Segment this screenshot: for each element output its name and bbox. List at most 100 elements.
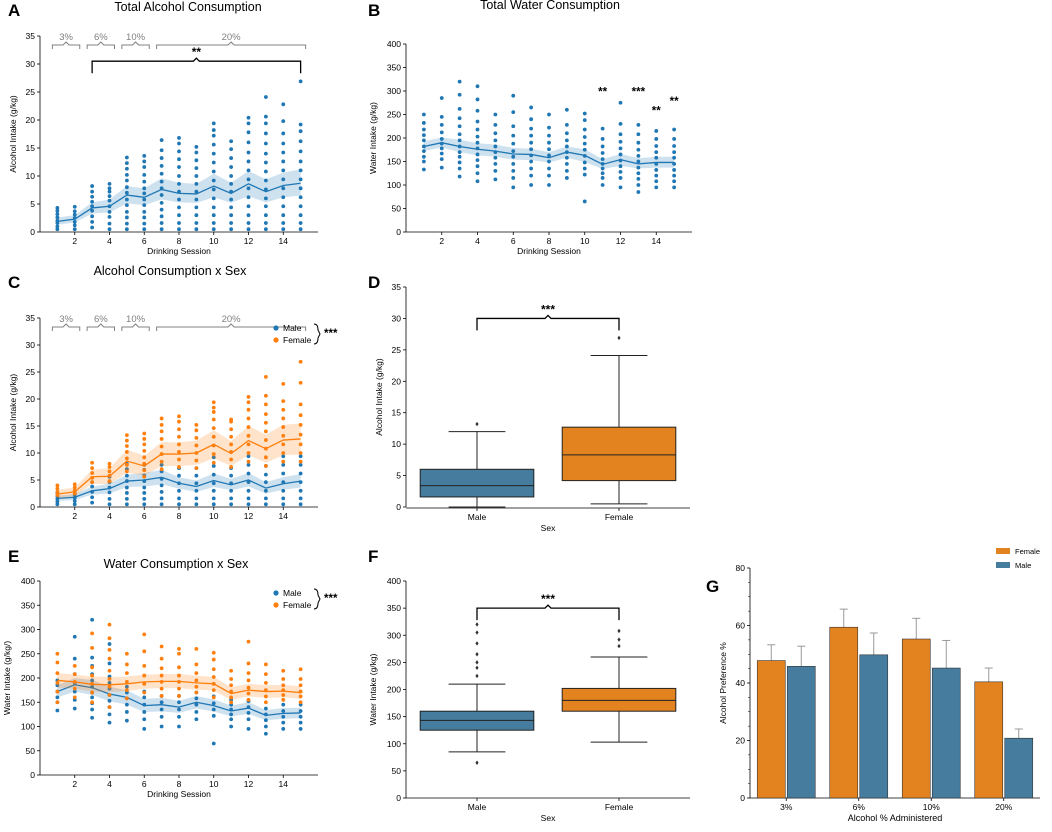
data-point	[107, 661, 112, 666]
data-point	[90, 715, 95, 720]
data-point	[246, 711, 251, 715]
significance-stars: ***	[541, 592, 555, 606]
data-point	[263, 700, 268, 705]
data-point	[211, 213, 216, 218]
data-point	[654, 185, 659, 190]
data-point	[636, 153, 641, 158]
panel-label: B	[368, 1, 380, 20]
data-point	[511, 169, 516, 173]
data-point	[90, 214, 95, 219]
data-point	[493, 169, 498, 173]
data-point	[194, 158, 199, 163]
data-point	[493, 144, 498, 149]
data-point	[159, 221, 164, 225]
data-point	[177, 227, 181, 232]
data-point	[55, 486, 60, 491]
data-point	[124, 197, 129, 202]
data-point	[547, 166, 551, 171]
data-point	[142, 632, 147, 637]
data-point	[421, 133, 426, 138]
data-point	[582, 147, 587, 152]
data-point	[211, 707, 216, 712]
outlier-marker	[475, 660, 479, 665]
data-point	[493, 138, 498, 143]
data-point	[124, 688, 129, 693]
data-point	[107, 622, 112, 627]
data-point	[281, 221, 286, 225]
data-point	[298, 683, 303, 688]
legend-swatch	[996, 548, 1010, 554]
data-point	[263, 131, 268, 136]
panel-G: G 0 20 40 60 80 Alcohol Preference % 3% 6% 10% 20%…	[706, 547, 1040, 823]
data-point	[159, 496, 164, 501]
data-point	[90, 199, 95, 204]
data-point	[511, 149, 516, 154]
confidence-band	[57, 469, 301, 502]
data-point	[72, 634, 77, 639]
data-point	[90, 480, 95, 485]
data-point	[672, 150, 677, 155]
data-point	[194, 717, 199, 722]
data-point	[564, 169, 569, 173]
data-point	[90, 484, 95, 489]
data-point	[229, 147, 234, 152]
data-point	[177, 213, 181, 218]
data-point	[142, 673, 147, 678]
data-point	[124, 444, 129, 448]
data-point	[107, 186, 112, 191]
data-point	[263, 178, 268, 183]
data-point	[72, 706, 77, 711]
data-point	[457, 150, 462, 155]
legend-marker	[273, 602, 279, 608]
data-point	[281, 407, 286, 412]
y-tick-label: 50	[26, 746, 36, 756]
data-point	[142, 159, 147, 164]
data-point	[107, 502, 112, 507]
data-point	[298, 402, 303, 407]
data-point	[142, 153, 147, 158]
data-point	[159, 666, 164, 671]
y-tick-label: 0	[396, 502, 401, 512]
y-tick-label: 20	[26, 394, 36, 404]
data-point	[421, 127, 426, 132]
data-point	[90, 673, 95, 678]
data-point	[194, 473, 199, 478]
data-point	[529, 183, 534, 187]
bar-female	[974, 667, 1004, 799]
data-point	[298, 667, 303, 672]
y-tick-label: 30	[26, 340, 36, 350]
data-point	[246, 671, 251, 676]
data-point	[654, 155, 659, 160]
data-point	[211, 488, 216, 493]
data-point	[107, 181, 112, 186]
data-point	[636, 165, 641, 170]
significance-stars: **	[192, 45, 202, 59]
data-point	[298, 496, 303, 501]
data-point	[439, 165, 444, 170]
data-point	[618, 139, 623, 144]
box-male	[419, 421, 535, 508]
data-point	[229, 700, 234, 705]
outlier-marker	[617, 643, 621, 649]
data-point	[142, 209, 147, 214]
data-point	[457, 138, 462, 143]
data-point	[457, 124, 462, 129]
y-tick-label: 15	[26, 143, 36, 153]
data-point	[124, 469, 129, 474]
data-point	[72, 686, 77, 691]
data-point	[211, 151, 216, 156]
data-point	[194, 166, 199, 171]
data-point	[600, 137, 605, 141]
data-point	[229, 139, 234, 144]
data-point	[124, 161, 129, 166]
data-point	[618, 122, 623, 126]
concentration-label: 3%	[59, 314, 73, 325]
y-tick-label: 35	[26, 313, 36, 323]
data-point	[263, 151, 268, 156]
bar	[756, 660, 786, 799]
data-point	[124, 221, 129, 226]
data-point	[582, 118, 587, 123]
data-point	[582, 127, 587, 132]
data-point	[246, 459, 251, 464]
data-point	[211, 426, 216, 431]
